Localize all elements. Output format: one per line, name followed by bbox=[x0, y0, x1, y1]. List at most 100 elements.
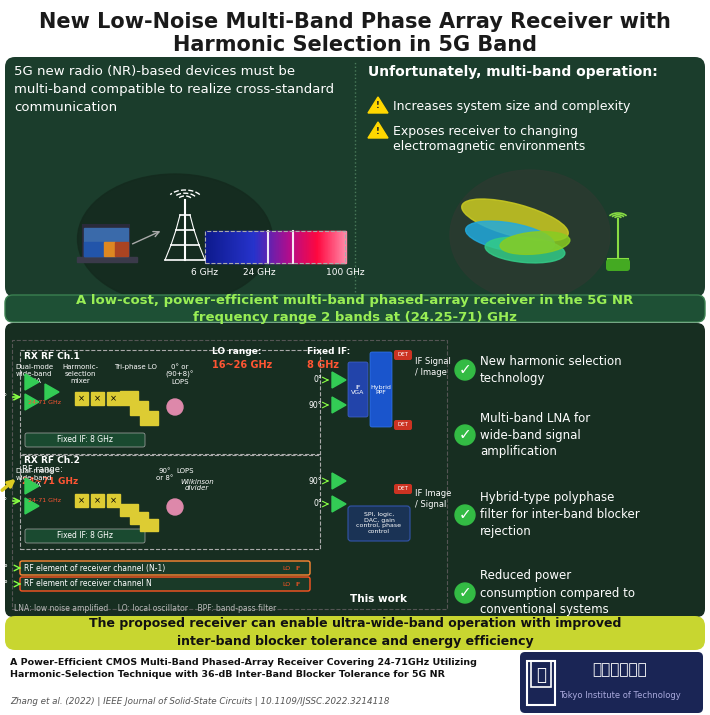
Bar bbox=[12, 340, 447, 609]
Text: 16~26 GHz: 16~26 GHz bbox=[212, 360, 272, 370]
Bar bbox=[241, 231, 242, 263]
Polygon shape bbox=[368, 122, 388, 138]
Bar bbox=[205, 231, 345, 263]
Text: RF range:: RF range: bbox=[22, 465, 62, 473]
Bar bbox=[316, 231, 317, 263]
Bar bbox=[259, 231, 260, 263]
Bar bbox=[130, 512, 148, 524]
Bar bbox=[327, 231, 328, 263]
Bar bbox=[115, 242, 128, 256]
Polygon shape bbox=[332, 372, 346, 388]
Bar bbox=[296, 231, 297, 263]
Text: Harmonic-
selection
mixer: Harmonic- selection mixer bbox=[62, 364, 98, 384]
FancyBboxPatch shape bbox=[348, 506, 410, 541]
Bar bbox=[222, 231, 223, 263]
Bar bbox=[278, 231, 280, 263]
Bar bbox=[219, 231, 220, 263]
Bar bbox=[315, 231, 316, 263]
Bar bbox=[275, 231, 276, 263]
Text: 5G new radio (NR)-based devices must be
multi-band compatible to realize cross-s: 5G new radio (NR)-based devices must be … bbox=[14, 65, 334, 114]
Bar bbox=[344, 231, 345, 263]
Bar bbox=[75, 494, 88, 507]
Bar bbox=[206, 231, 207, 263]
Bar bbox=[262, 231, 263, 263]
Text: 90°
or 8°: 90° or 8° bbox=[156, 468, 174, 481]
Bar bbox=[269, 231, 271, 263]
Text: Hybrid
PPF: Hybrid PPF bbox=[371, 385, 391, 395]
Bar bbox=[328, 231, 329, 263]
FancyBboxPatch shape bbox=[5, 323, 705, 617]
FancyBboxPatch shape bbox=[606, 259, 630, 271]
Bar bbox=[280, 231, 282, 263]
Polygon shape bbox=[45, 384, 59, 400]
Bar bbox=[341, 231, 342, 263]
Bar bbox=[266, 231, 267, 263]
Bar bbox=[294, 231, 295, 263]
Text: RX RF Ch.1: RX RF Ch.1 bbox=[24, 352, 80, 361]
Text: LO range:: LO range: bbox=[212, 347, 261, 357]
Bar bbox=[91, 392, 104, 405]
Bar bbox=[322, 231, 323, 263]
Bar bbox=[240, 231, 241, 263]
Text: DET: DET bbox=[398, 352, 408, 358]
Bar bbox=[307, 231, 308, 263]
Text: New Low-Noise Multi-Band Phase Array Receiver with: New Low-Noise Multi-Band Phase Array Rec… bbox=[39, 12, 671, 32]
Bar bbox=[255, 231, 256, 263]
Bar bbox=[273, 231, 275, 263]
Text: IF: IF bbox=[295, 581, 300, 586]
Text: Fixed IF: 8 GHz: Fixed IF: 8 GHz bbox=[57, 435, 113, 445]
Bar bbox=[284, 231, 285, 263]
Bar bbox=[337, 231, 339, 263]
Text: New harmonic selection
technology: New harmonic selection technology bbox=[480, 355, 622, 385]
Bar bbox=[214, 231, 215, 263]
Bar bbox=[231, 231, 233, 263]
Bar bbox=[320, 231, 322, 263]
Bar bbox=[290, 231, 291, 263]
Ellipse shape bbox=[77, 174, 273, 304]
Bar bbox=[301, 231, 302, 263]
Bar bbox=[299, 231, 300, 263]
Bar bbox=[249, 231, 251, 263]
Bar bbox=[527, 661, 555, 705]
Text: 24-71 GHz: 24-71 GHz bbox=[28, 400, 62, 405]
Bar bbox=[333, 231, 334, 263]
Bar bbox=[304, 231, 305, 263]
Text: ✓: ✓ bbox=[459, 508, 471, 523]
Bar bbox=[246, 231, 247, 263]
Bar bbox=[329, 231, 331, 263]
Text: Fixed IF:: Fixed IF: bbox=[307, 347, 350, 357]
Bar bbox=[248, 231, 249, 263]
Bar bbox=[233, 231, 234, 263]
Bar bbox=[282, 231, 283, 263]
Text: Tokyo Institute of Technology: Tokyo Institute of Technology bbox=[559, 691, 681, 699]
Bar bbox=[82, 224, 130, 258]
Bar bbox=[226, 231, 228, 263]
Text: This work: This work bbox=[351, 594, 408, 604]
Bar bbox=[325, 231, 327, 263]
Bar bbox=[234, 231, 236, 263]
Text: (N-2)8°: (N-2)8° bbox=[0, 563, 8, 573]
Bar bbox=[220, 231, 222, 263]
Bar bbox=[241, 231, 243, 263]
Bar bbox=[225, 231, 226, 263]
Bar bbox=[213, 231, 214, 263]
Text: ×: × bbox=[94, 496, 101, 505]
Text: RF element of receiver channel N: RF element of receiver channel N bbox=[24, 579, 152, 588]
Bar bbox=[215, 231, 216, 263]
Bar bbox=[320, 231, 321, 263]
Text: 24~71 GHz: 24~71 GHz bbox=[22, 476, 78, 485]
Text: Unfortunately, multi-band operation:: Unfortunately, multi-band operation: bbox=[368, 65, 657, 79]
Bar bbox=[297, 231, 298, 263]
Bar bbox=[217, 231, 218, 263]
Bar bbox=[334, 231, 335, 263]
Text: A low-cost, power-efficient multi-band phased-array receiver in the 5G NR
freque: A low-cost, power-efficient multi-band p… bbox=[77, 294, 633, 324]
Text: Dual-mode
wide-band
LNA: Dual-mode wide-band LNA bbox=[15, 468, 53, 488]
FancyBboxPatch shape bbox=[20, 561, 310, 575]
FancyBboxPatch shape bbox=[25, 433, 145, 447]
Bar bbox=[120, 391, 138, 405]
Text: IF: IF bbox=[295, 566, 300, 571]
Bar bbox=[244, 231, 246, 263]
Bar bbox=[295, 231, 297, 263]
Bar bbox=[224, 231, 226, 263]
Bar bbox=[298, 231, 300, 263]
